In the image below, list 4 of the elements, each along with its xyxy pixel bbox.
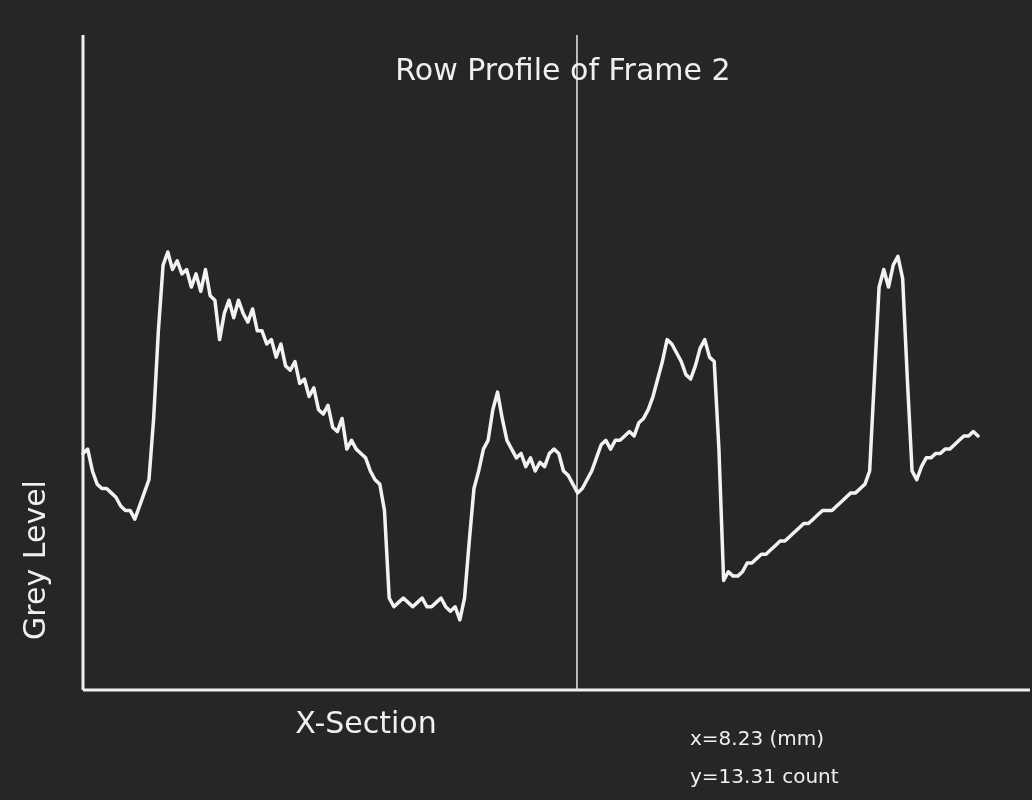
x-axis-title: X-Section: [295, 705, 437, 740]
y-axis-title: Grey Level: [17, 480, 52, 640]
text: x=8.23 (mm): [690, 726, 825, 750]
text: y=13.31 count: [690, 764, 839, 788]
